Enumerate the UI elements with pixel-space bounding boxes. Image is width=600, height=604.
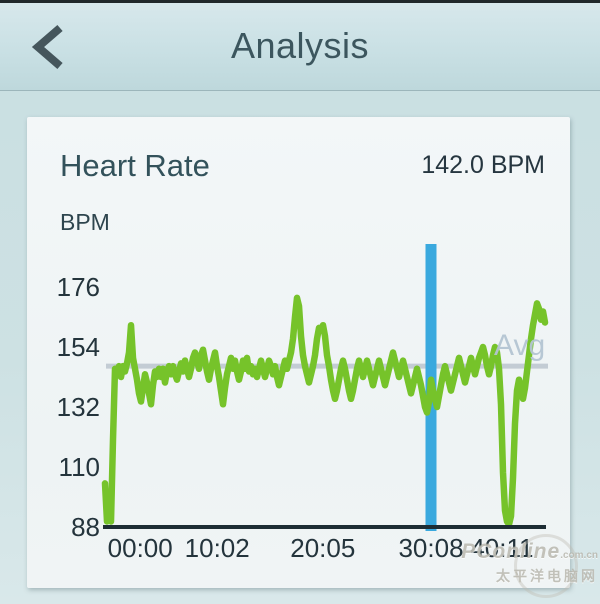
y-tick-label: 154 (56, 332, 100, 362)
x-tick-label: 20:05 (290, 533, 356, 563)
y-tick-label: 88 (71, 512, 100, 542)
header-bar: Analysis (0, 3, 600, 91)
cursor-value-readout: 142.0 BPM (421, 151, 545, 179)
y-tick-label: 132 (56, 392, 100, 422)
y-tick-label: 176 (56, 272, 100, 302)
y-tick-label: 110 (58, 452, 100, 482)
watermark-globe-icon (514, 534, 578, 598)
watermark-domain: .com.cn (560, 550, 598, 561)
y-axis-unit-label: BPM (60, 209, 110, 235)
x-tick-label: 10:02 (184, 533, 250, 563)
status-bar-strip (0, 0, 600, 3)
x-tick-label: 30:08 (398, 533, 464, 563)
page-title: Analysis (230, 25, 370, 66)
x-tick-label: 00:00 (107, 533, 173, 563)
heart-rate-card (27, 117, 570, 588)
chart-title: Heart Rate (60, 148, 210, 183)
watermark-pconline: PConline.com.cn 太平洋电脑网 (458, 534, 598, 598)
chevron-left-icon (31, 24, 63, 70)
back-button[interactable] (16, 13, 80, 77)
average-line-label: Avg (494, 329, 546, 362)
